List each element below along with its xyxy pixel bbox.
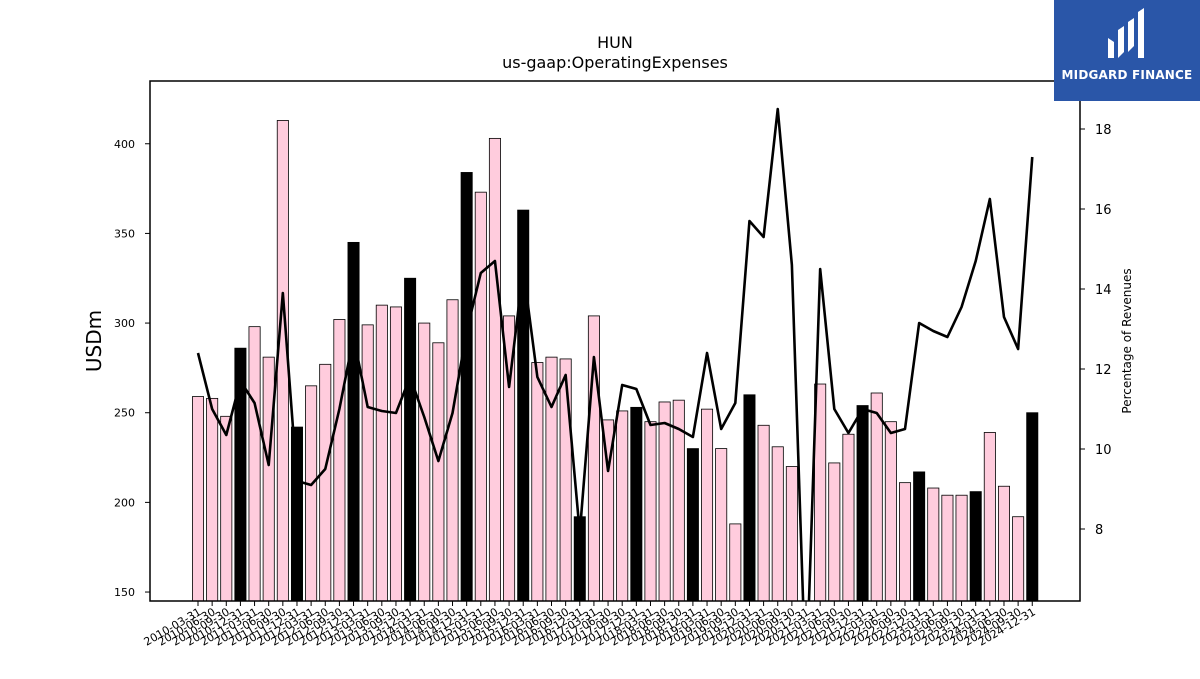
bar (672, 399, 685, 601)
bar (220, 415, 233, 601)
bar (743, 394, 756, 601)
bar (262, 356, 275, 601)
bar (559, 358, 572, 601)
bar (333, 319, 346, 601)
bar (587, 315, 600, 601)
bar (899, 482, 912, 601)
bar (404, 277, 417, 601)
bar (305, 385, 318, 601)
bar (432, 342, 445, 601)
bar (1012, 516, 1025, 601)
bar (913, 471, 926, 601)
bar (488, 137, 501, 601)
bar (616, 410, 629, 601)
bar (531, 362, 544, 601)
y-tick-label: 200 (114, 496, 135, 509)
series-line (196, 107, 1034, 601)
bar (814, 383, 827, 601)
bar (1026, 412, 1039, 601)
bar (785, 466, 798, 601)
y2-tick-label: 8 (1095, 523, 1103, 538)
bar (474, 191, 487, 601)
bar (969, 491, 982, 601)
bar (729, 523, 742, 601)
bar (884, 421, 897, 601)
bar (418, 322, 431, 601)
bar (602, 419, 615, 601)
bar (757, 424, 770, 601)
bar (771, 446, 784, 601)
midgard-logo-icon (1108, 8, 1144, 58)
y2-tick-label: 18 (1095, 123, 1112, 138)
plot-frame (149, 80, 1081, 602)
bar (389, 306, 402, 601)
bar (460, 172, 473, 601)
bar (630, 406, 643, 601)
bars-layer (191, 120, 1039, 601)
bar (347, 241, 360, 601)
y2-tick-label: 14 (1095, 283, 1112, 298)
bar (870, 392, 883, 601)
y2-tick-label: 10 (1095, 443, 1112, 458)
bar (701, 408, 714, 601)
bar (234, 347, 247, 601)
bar (828, 462, 841, 601)
bar (715, 448, 728, 601)
bar (856, 405, 869, 601)
brand-name: MIDGARD FINANCE (1061, 68, 1193, 82)
y-tick-label: 400 (114, 138, 135, 151)
bar (290, 426, 303, 601)
bar (319, 363, 332, 601)
y2-axis-label: Percentage of Revenues (1120, 268, 1134, 413)
bar (206, 397, 219, 601)
y-tick-label: 250 (114, 407, 135, 420)
chart-title: HUN (597, 33, 633, 52)
bar (248, 326, 261, 601)
bar (927, 487, 940, 601)
bar (446, 299, 459, 601)
bar (983, 432, 996, 601)
y-tick-label: 350 (114, 227, 135, 240)
axes-layer: 150200250300350400810121416182010-03-312… (114, 80, 1112, 649)
bar (545, 356, 558, 601)
bar (686, 448, 699, 601)
bar (503, 315, 516, 601)
line-layer (196, 107, 1034, 601)
bar (517, 209, 530, 601)
bar (842, 433, 855, 601)
y-axis-label: USDm (82, 310, 106, 372)
bar (191, 396, 204, 601)
bar (658, 401, 671, 601)
y2-tick-label: 16 (1095, 203, 1112, 218)
bar (997, 485, 1010, 601)
brand-logo: MIDGARD FINANCE (1054, 0, 1200, 101)
y-tick-label: 300 (114, 317, 135, 330)
bar (375, 304, 388, 601)
y-tick-label: 150 (114, 586, 135, 599)
bar (361, 324, 374, 601)
chart-subtitle: us-gaap:OperatingExpenses (502, 53, 728, 72)
y2-tick-label: 12 (1095, 363, 1112, 378)
bar (955, 494, 968, 601)
bar (644, 421, 657, 601)
bar (941, 494, 954, 601)
